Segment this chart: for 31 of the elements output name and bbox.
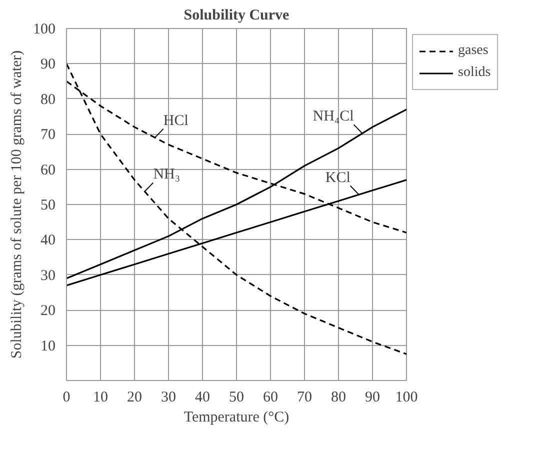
series-label: KCl bbox=[325, 170, 350, 186]
x-tick-label: 10 bbox=[93, 390, 108, 406]
x-tick-label: 70 bbox=[297, 390, 312, 406]
series-label: HCl bbox=[163, 112, 188, 129]
y-tick-label: 100 bbox=[33, 22, 56, 38]
y-tick-label: 80 bbox=[40, 92, 56, 108]
y-tick-label: 90 bbox=[40, 56, 56, 73]
x-tick-label: 100 bbox=[395, 390, 418, 406]
x-tick-label: 80 bbox=[331, 390, 346, 406]
y-tick-label: 50 bbox=[40, 198, 56, 214]
y-axis-title: Solubility (grams of solute per 100 grams of water) bbox=[9, 50, 25, 359]
x-tick-label: 50 bbox=[229, 390, 244, 406]
text: gases bbox=[458, 43, 488, 59]
x-tick-label: 60 bbox=[263, 390, 278, 406]
line-series bbox=[66, 62, 406, 355]
y-tick-label: 60 bbox=[40, 162, 56, 178]
y-tick-label: 40 bbox=[40, 232, 56, 249]
y-tick-label: 30 bbox=[40, 268, 56, 284]
y-tick-label: 70 bbox=[40, 127, 56, 144]
x-tick-label: 30 bbox=[161, 390, 176, 406]
series-label: NH₃ bbox=[153, 166, 180, 183]
y-tick-label: 20 bbox=[40, 303, 56, 320]
x-tick-label: 90 bbox=[365, 390, 380, 406]
x-tick-label: 0 bbox=[62, 390, 70, 406]
x-tick-label: 40 bbox=[195, 390, 210, 406]
y-tick-label: 10 bbox=[40, 338, 56, 354]
series-label: NH₄Cl bbox=[312, 108, 354, 125]
text: solids bbox=[458, 65, 491, 81]
chart-title: Solubility Curve bbox=[184, 8, 290, 24]
x-tick-label: 20 bbox=[127, 390, 142, 406]
x-axis-title: Temperature (°C) bbox=[184, 410, 290, 426]
